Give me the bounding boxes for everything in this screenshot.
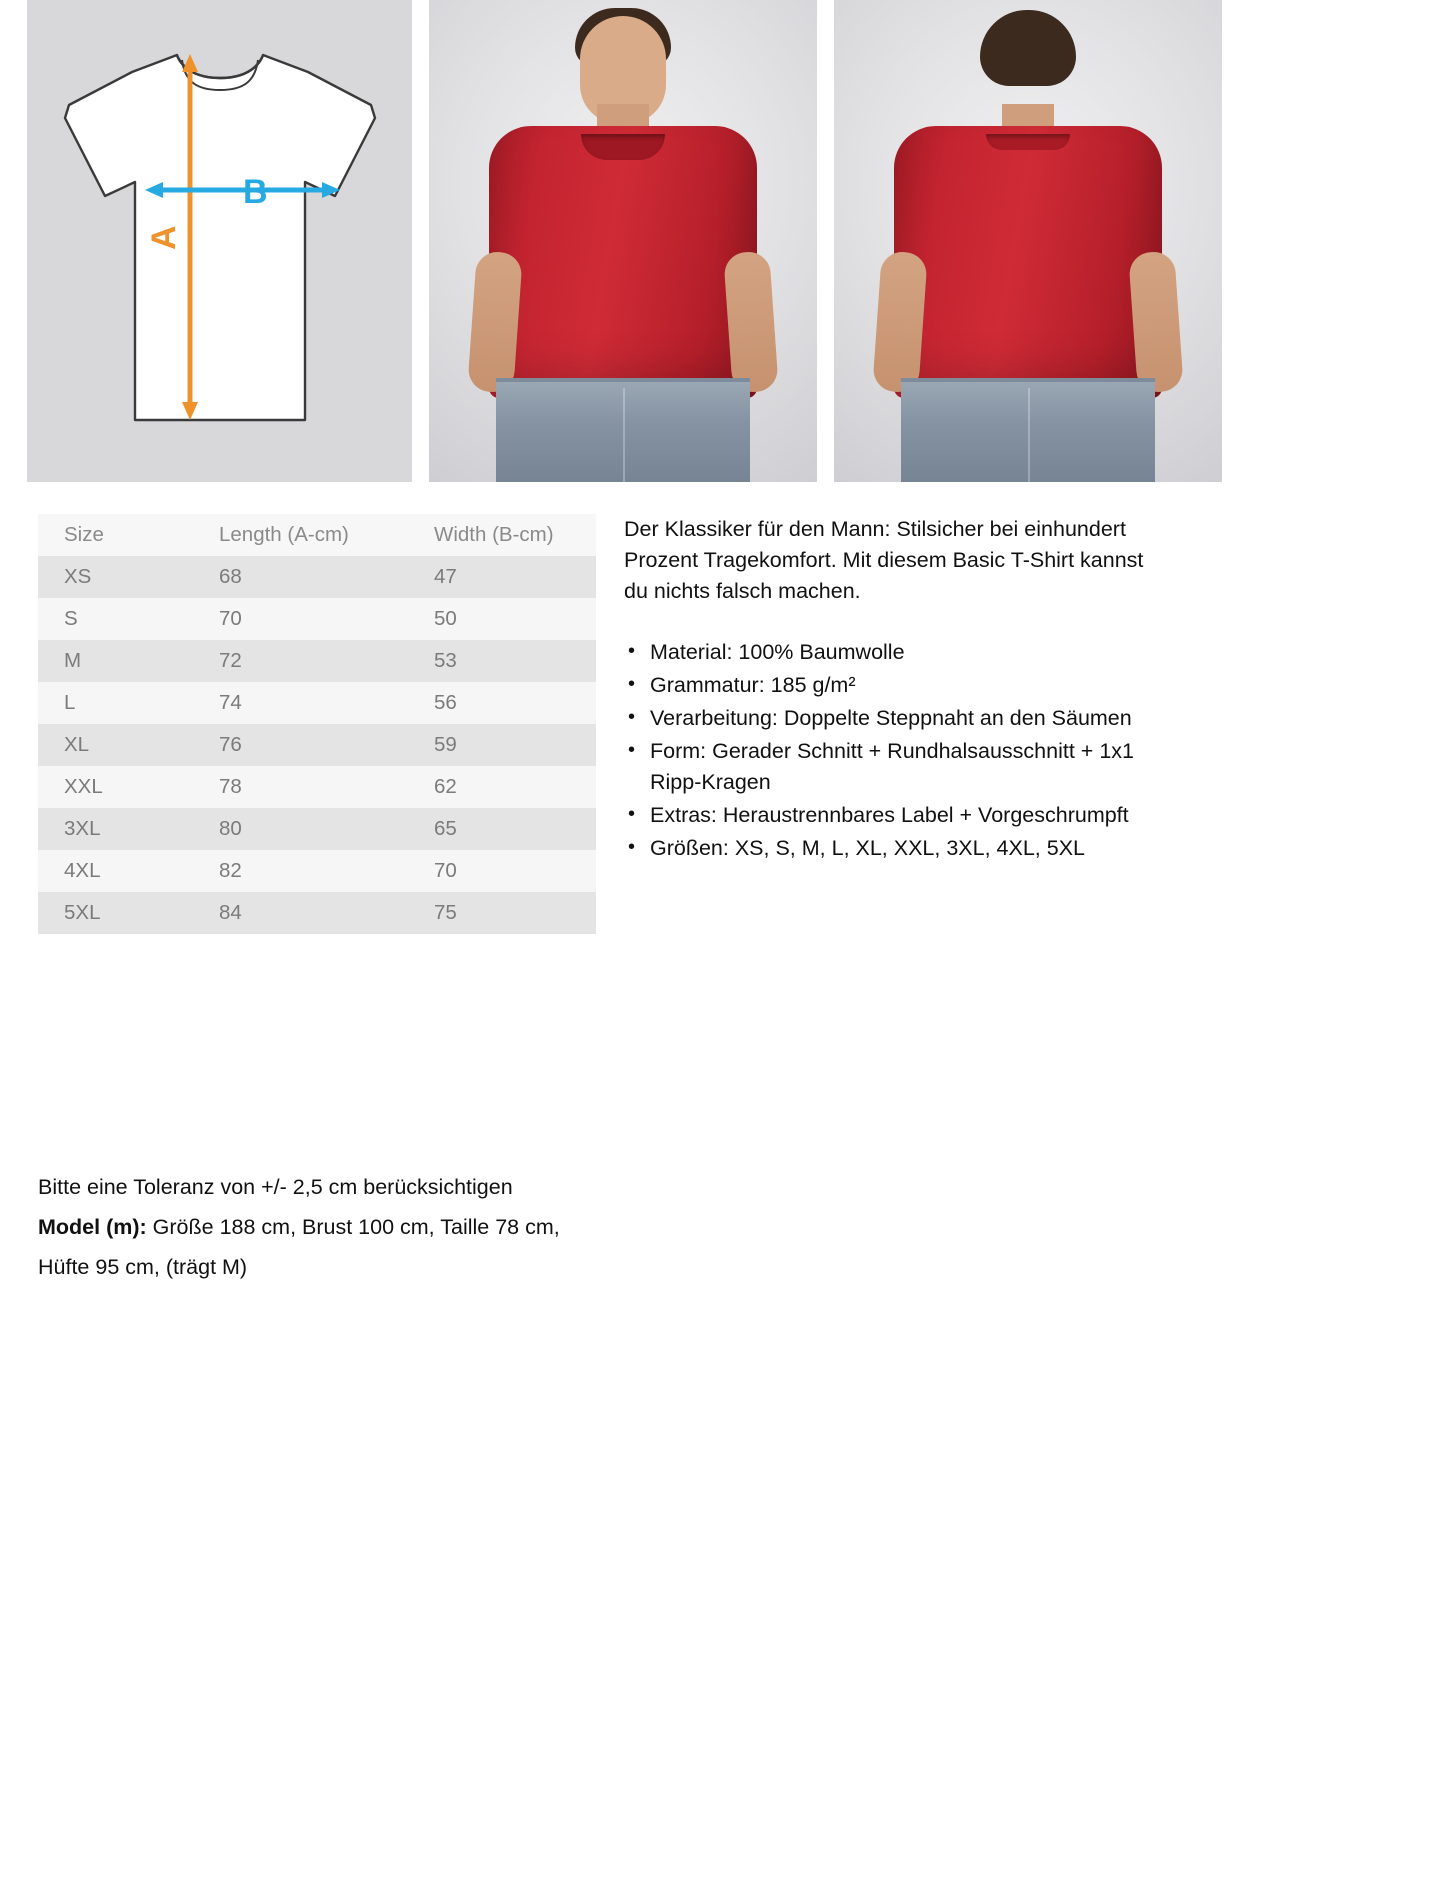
- sizing-footnote: Bitte eine Toleranz von +/- 2,5 cm berüc…: [38, 1167, 598, 1287]
- length-cell: 72: [219, 649, 242, 672]
- column-header-length: Length (A-cm): [219, 523, 349, 546]
- feature-item: Form: Gerader Schnitt + Rundhalsausschni…: [624, 735, 1152, 798]
- table-header-row: Size Length (A-cm) Width (B-cm): [38, 514, 596, 556]
- width-cell: 65: [434, 817, 457, 840]
- model-label: Model (m):: [38, 1215, 147, 1239]
- column-header-width: Width (B-cm): [434, 523, 554, 546]
- model-figure-back: [863, 0, 1193, 482]
- length-cell: 70: [219, 607, 242, 630]
- model-jeans: [496, 382, 750, 482]
- feature-item: Grammatur: 185 g/m²: [624, 669, 1152, 701]
- model-measurement-text: Größe 188 cm, Brust 100 cm, Taille 78 cm…: [38, 1215, 560, 1279]
- tshirt-measurement-diagram-icon: B A: [63, 53, 377, 422]
- table-row: XS 68 47: [38, 556, 596, 598]
- size-chart-body: XS 68 47 S 70 50 M 72 53 L 74 56 XL 76 59 XXL 78 62 3XL 80 6…: [38, 556, 596, 934]
- model-arm-left: [872, 250, 928, 394]
- size-cell: 3XL: [64, 817, 101, 840]
- gallery-item-size-diagram[interactable]: B A A B: [27, 0, 412, 482]
- model-jeans: [901, 382, 1155, 482]
- model-arm-left: [467, 250, 523, 394]
- table-row: 3XL 80 65: [38, 808, 596, 850]
- model-figure-front: [458, 0, 788, 482]
- size-chart-table: Size Length (A-cm) Width (B-cm) XS 68 47 S 7…: [38, 514, 596, 934]
- photo-backdrop: [834, 0, 1222, 482]
- size-chart-head: Size Length (A-cm) Width (B-cm): [38, 514, 596, 556]
- feature-item: Verarbeitung: Doppelte Steppnaht an den …: [624, 702, 1152, 734]
- width-cell: 50: [434, 607, 457, 630]
- tolerance-note: Bitte eine Toleranz von +/- 2,5 cm berüc…: [38, 1175, 513, 1199]
- width-cell: 53: [434, 649, 457, 672]
- model-arm-right: [1128, 250, 1184, 394]
- length-cell: 84: [219, 901, 242, 924]
- size-cell: XS: [64, 565, 92, 588]
- width-cell: 70: [434, 859, 457, 882]
- length-cell: 76: [219, 733, 242, 756]
- width-cell: 75: [434, 901, 457, 924]
- table-row: 4XL 82 70: [38, 850, 596, 892]
- table-row: S 70 50: [38, 598, 596, 640]
- size-cell: 5XL: [64, 901, 101, 924]
- feature-item: Größen: XS, S, M, L, XL, XXL, 3XL, 4XL, …: [624, 832, 1152, 864]
- table-row: XL 76 59: [38, 724, 596, 766]
- size-cell: 4XL: [64, 859, 101, 882]
- width-cell: 59: [434, 733, 457, 756]
- model-arm-right: [723, 250, 779, 394]
- feature-item: Material: 100% Baumwolle: [624, 636, 1152, 668]
- svg-text:B: B: [243, 173, 268, 211]
- product-feature-list: Material: 100% BaumwolleGrammatur: 185 g…: [624, 636, 1152, 864]
- width-cell: 56: [434, 691, 457, 714]
- shirt-collar: [986, 134, 1070, 150]
- column-header-size: Size: [64, 523, 104, 546]
- width-cell: 47: [434, 565, 457, 588]
- size-cell: XL: [64, 733, 90, 756]
- table-row: 5XL 84 75: [38, 892, 596, 934]
- shirt-collar: [581, 134, 665, 160]
- length-cell: 74: [219, 691, 242, 714]
- length-cell: 68: [219, 565, 242, 588]
- size-cell: M: [64, 649, 82, 672]
- photo-backdrop: [429, 0, 817, 482]
- product-image-gallery: B A A B: [27, 0, 1420, 482]
- model-measurements: Model (m): Größe 188 cm, Brust 100 cm, T…: [38, 1207, 598, 1287]
- product-description: Der Klassiker für den Mann: Stilsicher b…: [624, 514, 1152, 866]
- length-cell: 80: [219, 817, 242, 840]
- svg-text:A: A: [145, 225, 183, 250]
- red-tshirt-back: [894, 126, 1162, 398]
- length-cell: 82: [219, 859, 242, 882]
- red-tshirt-front: [489, 126, 757, 398]
- size-cell: L: [64, 691, 76, 714]
- feature-item: Extras: Heraustrennbares Label + Vorgesc…: [624, 799, 1152, 831]
- size-cell: S: [64, 607, 78, 630]
- model-hair: [980, 10, 1076, 86]
- description-intro: Der Klassiker für den Mann: Stilsicher b…: [624, 517, 1144, 603]
- size-cell: XXL: [64, 775, 103, 798]
- length-cell: 78: [219, 775, 242, 798]
- table-row: XXL 78 62: [38, 766, 596, 808]
- table-row: L 74 56: [38, 682, 596, 724]
- table-row: M 72 53: [38, 640, 596, 682]
- width-cell: 62: [434, 775, 457, 798]
- gallery-item-model-front[interactable]: [429, 0, 817, 482]
- gallery-item-model-back[interactable]: [834, 0, 1222, 482]
